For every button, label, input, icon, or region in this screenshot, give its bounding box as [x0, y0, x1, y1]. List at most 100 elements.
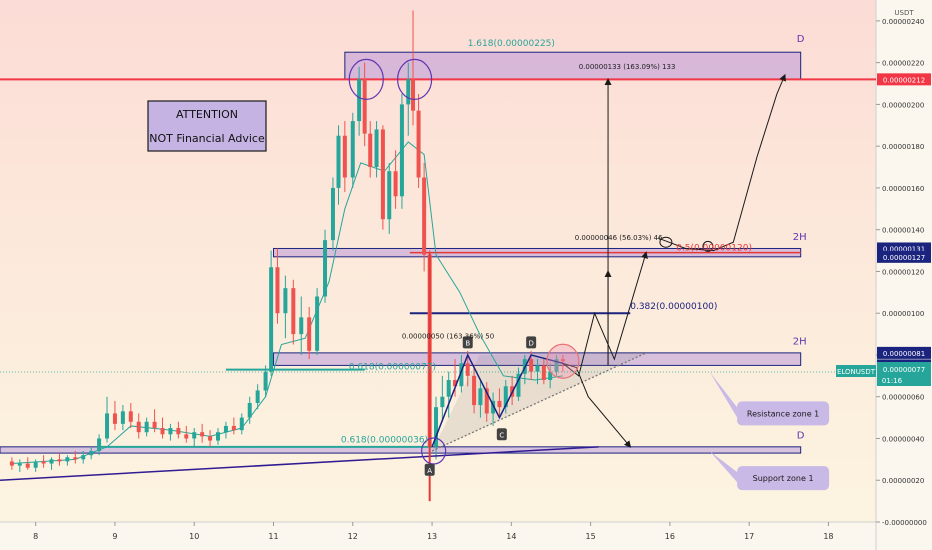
annotation-1: 0.00000133 (163.09%) 133	[579, 63, 676, 71]
candle-body-18[interactable]	[152, 421, 157, 429]
annotation-2: D	[797, 34, 805, 45]
y-tick-label-5: 0.00000140	[882, 227, 924, 235]
candle-body-34[interactable]	[275, 267, 280, 314]
candle-body-44[interactable]	[350, 121, 355, 178]
candle-body-59[interactable]	[440, 396, 445, 408]
candle-body-71[interactable]	[516, 373, 521, 397]
candle-body-42[interactable]	[336, 135, 341, 188]
candle-body-20[interactable]	[168, 428, 173, 435]
candle-body-55[interactable]	[416, 110, 421, 178]
candle-body-45[interactable]	[357, 79, 362, 122]
candle-body-17[interactable]	[144, 421, 149, 433]
candle-body-56[interactable]	[422, 177, 427, 255]
candle-body-66[interactable]	[484, 388, 489, 414]
candle-body-54[interactable]	[411, 79, 416, 111]
candle-body-26[interactable]	[216, 432, 221, 441]
candle-body-15[interactable]	[128, 411, 133, 422]
candle-body-4[interactable]	[41, 461, 46, 464]
candle-body-46[interactable]	[362, 79, 367, 134]
candle-body-32[interactable]	[263, 371, 268, 391]
candle-body-28[interactable]	[231, 425, 236, 431]
x-tick-label-2: 10	[189, 532, 199, 541]
projection-path-2	[657, 73, 786, 252]
candle-body-35[interactable]	[283, 288, 288, 314]
annotations: 1.618(0.00000225) 0.00000133 (163.09%) 13…	[341, 34, 807, 446]
annotation-7: 0.00000050 (163.36%) 50	[402, 332, 494, 340]
candle-body-24[interactable]	[200, 432, 205, 437]
candle-body-77[interactable]	[554, 359, 559, 372]
candle-body-22[interactable]	[184, 434, 189, 439]
y-tick-label-1: 0.00000220	[882, 60, 924, 68]
candle-body-8[interactable]	[73, 457, 78, 460]
candle-body-14[interactable]	[120, 411, 125, 424]
candle-body-39[interactable]	[315, 296, 320, 351]
candle-body-6[interactable]	[57, 459, 62, 462]
candle-body-74[interactable]	[535, 365, 540, 372]
candle-body-0[interactable]	[9, 461, 14, 466]
candle-body-30[interactable]	[247, 402, 252, 418]
candle-body-61[interactable]	[453, 380, 458, 387]
candle-body-60[interactable]	[446, 380, 451, 397]
candle-body-1[interactable]	[17, 463, 22, 466]
price-badge-2	[877, 250, 931, 263]
candle-body-9[interactable]	[81, 455, 86, 460]
x-tick-label-1: 9	[112, 532, 117, 541]
candle-body-16[interactable]	[136, 421, 141, 433]
candle-body-12[interactable]	[105, 413, 110, 439]
candle-body-3[interactable]	[33, 461, 38, 468]
annotation-8: 2H	[793, 337, 807, 348]
point-badge-c	[496, 428, 507, 441]
candle-body-41[interactable]	[330, 187, 335, 241]
candle-body-38[interactable]	[307, 317, 312, 351]
candle-body-68[interactable]	[497, 400, 502, 408]
candle-body-11[interactable]	[97, 438, 102, 452]
candle-body-50[interactable]	[387, 171, 392, 220]
candle-body-25[interactable]	[208, 436, 213, 441]
candle-body-58[interactable]	[434, 407, 439, 447]
candle-body-47[interactable]	[368, 133, 373, 168]
candle-body-40[interactable]	[323, 240, 328, 297]
x-tick-label-5: 13	[427, 532, 437, 541]
last-price-label: ELONUSDT 0.00000077 01:16	[836, 362, 931, 386]
candle-body-33[interactable]	[269, 267, 274, 372]
candle-body-5[interactable]	[49, 459, 54, 464]
candle-body-63[interactable]	[465, 363, 470, 376]
highlight-circle-2	[421, 437, 447, 465]
annotation-0: 1.618(0.00000225)	[468, 39, 555, 49]
candle-body-48[interactable]	[374, 129, 379, 168]
candle-body-65[interactable]	[478, 388, 483, 406]
candle-body-53[interactable]	[406, 79, 411, 105]
candle-body-19[interactable]	[160, 428, 165, 435]
candle-countdown: 01:16	[882, 377, 903, 385]
candle-body-36[interactable]	[291, 288, 296, 335]
candle-body-62[interactable]	[459, 363, 464, 387]
candle-body-78[interactable]	[560, 359, 565, 362]
candle-body-21[interactable]	[176, 428, 181, 435]
candle-body-10[interactable]	[89, 451, 94, 456]
candle-body-7[interactable]	[65, 457, 70, 462]
pattern-point-labels: A B C D	[424, 336, 537, 476]
candle-body-43[interactable]	[342, 135, 347, 178]
annotation-6: 0.382(0.00000100)	[630, 302, 717, 312]
candle-body-76[interactable]	[548, 371, 553, 381]
x-tick-label-7: 15	[586, 532, 596, 541]
time-axis[interactable]: 8 9 10 11 12 13 14 15 16 17 18	[33, 522, 834, 541]
candle-body-64[interactable]	[472, 375, 477, 406]
zone-0	[344, 51, 802, 80]
candle-body-29[interactable]	[239, 417, 244, 431]
candle-body-69[interactable]	[503, 386, 508, 408]
candle-body-31[interactable]	[255, 390, 260, 403]
x-tick-label-8: 16	[665, 532, 675, 541]
candle-body-51[interactable]	[393, 171, 398, 197]
candle-body-37[interactable]	[299, 317, 304, 335]
candle-body-49[interactable]	[380, 129, 385, 220]
candle-body-52[interactable]	[399, 104, 404, 197]
candle-body-67[interactable]	[491, 400, 496, 414]
candle-body-75[interactable]	[541, 365, 546, 381]
candle-body-27[interactable]	[223, 425, 228, 433]
x-tick-label-9: 17	[744, 532, 754, 541]
candle-body-73[interactable]	[529, 359, 534, 372]
candle-body-2[interactable]	[25, 463, 30, 468]
candle-body-23[interactable]	[192, 432, 197, 439]
candle-body-13[interactable]	[112, 413, 117, 424]
